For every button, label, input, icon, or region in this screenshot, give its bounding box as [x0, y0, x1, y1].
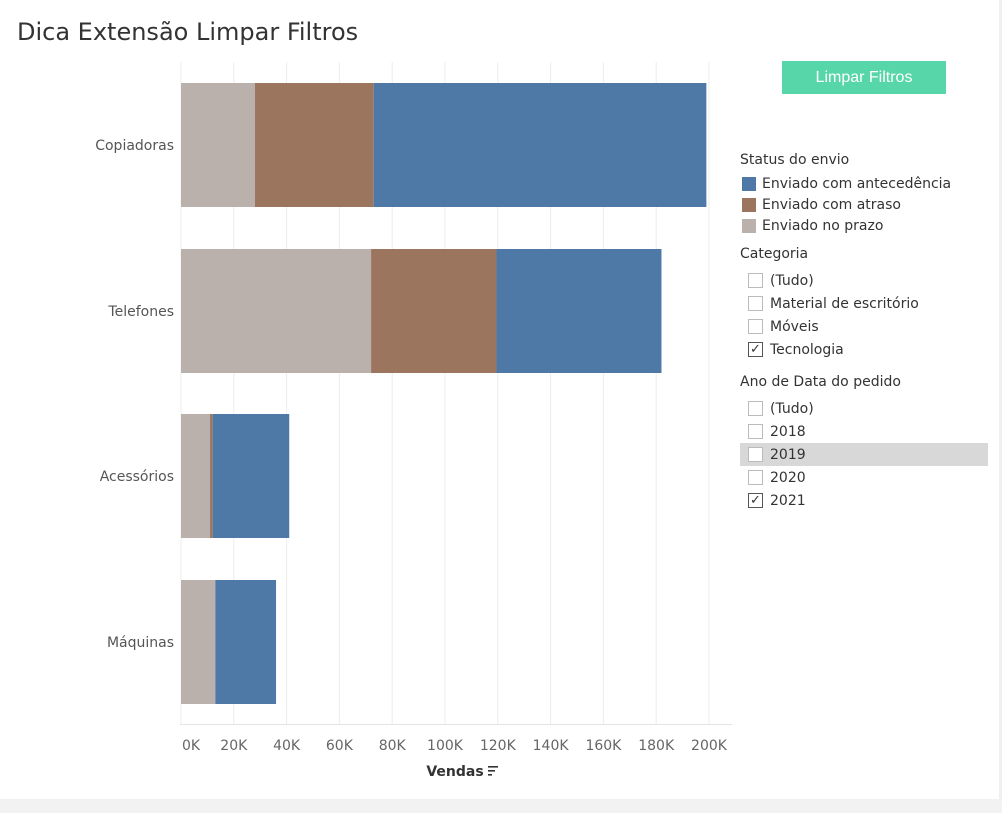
filter-option[interactable]: 2020 [740, 466, 988, 489]
category-label: Copiadoras [95, 138, 174, 154]
checkbox[interactable] [748, 470, 763, 485]
filter-option-label: Móveis [770, 318, 819, 335]
category-label: Telefones [107, 304, 174, 320]
x-tick-label: 160K [585, 738, 622, 754]
page-title: Dica Extensão Limpar Filtros [17, 18, 359, 46]
legend-label: Enviado com atraso [762, 197, 901, 213]
x-axis-title: Vendas [426, 764, 483, 780]
category-label: Acessórios [100, 469, 174, 485]
category-label: Máquinas [107, 635, 174, 651]
clear-filters-button[interactable]: Limpar Filtros [782, 61, 946, 94]
x-tick-label: 0K [182, 738, 201, 754]
filter-option[interactable]: ✓ Tecnologia [740, 338, 988, 361]
filter-option-label: (Tudo) [770, 400, 814, 417]
filter-option[interactable]: (Tudo) [740, 269, 988, 292]
checkbox[interactable] [748, 296, 763, 311]
filter-option-label: 2021 [770, 492, 806, 509]
bar-segment [181, 580, 216, 704]
filter-title: Ano de Data do pedido [740, 374, 901, 390]
bar-segment [371, 249, 497, 373]
legend-label: Enviado no prazo [762, 218, 884, 234]
x-tick-label: 120K [480, 738, 517, 754]
legend-swatch [742, 177, 756, 191]
filter-option[interactable]: Móveis [740, 315, 988, 338]
legend-swatch [742, 219, 756, 233]
bar-segment [210, 414, 213, 538]
filter-option-label: 2019 [770, 446, 806, 463]
x-tick-label: 100K [427, 738, 464, 754]
checkbox[interactable] [748, 319, 763, 334]
bar-segment [496, 249, 662, 373]
legend-swatch [742, 198, 756, 212]
x-tick-label: 180K [638, 738, 675, 754]
x-tick-label: 20K [220, 738, 248, 754]
filter-option-label: 2018 [770, 423, 806, 440]
filter-title: Categoria [740, 246, 809, 262]
x-tick-label: 80K [379, 738, 407, 754]
checkbox-checked[interactable]: ✓ [748, 342, 763, 357]
filter-option[interactable]: (Tudo) [740, 397, 988, 420]
bar-segment [254, 83, 374, 207]
x-tick-label: 200K [691, 738, 728, 754]
x-tick-label: 40K [273, 738, 301, 754]
checkbox-checked[interactable]: ✓ [748, 493, 763, 508]
filter-option-label: 2020 [770, 469, 806, 486]
x-tick-label: 140K [533, 738, 570, 754]
bar-segment [181, 83, 255, 207]
legend-item[interactable]: Enviado com antecedência [742, 175, 951, 193]
x-tick-label: 60K [326, 738, 354, 754]
bar-segment [373, 83, 707, 207]
checkbox[interactable] [748, 447, 763, 462]
bottom-scroll-area [0, 799, 1002, 813]
filter-option-label: (Tudo) [770, 272, 814, 289]
bar-segment [181, 414, 211, 538]
legend-item[interactable]: Enviado no prazo [742, 217, 883, 235]
filter-option[interactable]: ✓ 2021 [740, 489, 988, 512]
sort-icon[interactable] [488, 766, 498, 776]
bar-segment [181, 249, 372, 373]
legend-title: Status do envio [740, 152, 850, 168]
right-edge-divider [999, 0, 1002, 799]
filter-option-label: Material de escritório [770, 295, 919, 312]
bar-segment [212, 414, 290, 538]
filter-option[interactable]: Material de escritório [740, 292, 988, 315]
checkbox[interactable] [748, 273, 763, 288]
stacked-bar-chart: Copiadoras Telefones Acessórios Máquinas 0K 2… [95, 62, 732, 780]
legend-item[interactable]: Enviado com atraso [742, 196, 901, 214]
bar-segment [215, 580, 277, 704]
filter-option[interactable]: 2018 [740, 420, 988, 443]
checkbox[interactable] [748, 424, 763, 439]
filter-option-label: Tecnologia [770, 341, 844, 358]
legend-label: Enviado com antecedência [762, 176, 952, 192]
checkbox[interactable] [748, 401, 763, 416]
filter-option[interactable]: 2019 [740, 443, 988, 466]
